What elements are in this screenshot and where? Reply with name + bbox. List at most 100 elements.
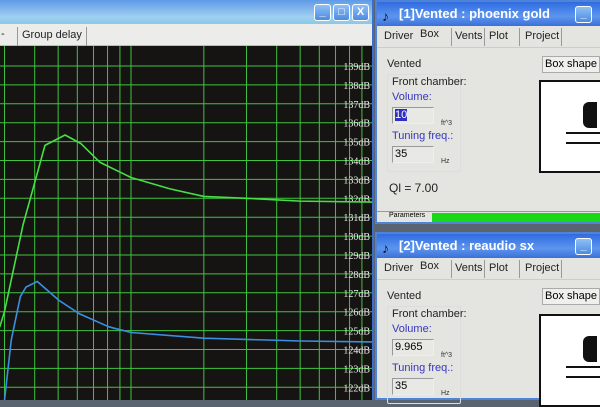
y-tick-label: 123dB: [343, 364, 370, 375]
series-1-point: [44, 145, 45, 146]
tab-vents[interactable]: Vents: [455, 30, 483, 42]
tab-driver[interactable]: Driver: [384, 262, 413, 274]
y-tick-label: 125dB: [343, 327, 370, 338]
series-1-point: [130, 177, 131, 178]
y-tick-label: 136dB: [343, 119, 370, 130]
speaker-app-icon: ♪: [382, 4, 389, 28]
tuning-input[interactable]: 35: [392, 146, 434, 163]
minimize-button[interactable]: _: [575, 238, 592, 255]
volume-label: Volume:: [392, 323, 432, 335]
series-1-point: [99, 162, 100, 163]
tab-plot[interactable]: Plot: [489, 30, 508, 42]
minimize-button[interactable]: _: [575, 6, 592, 23]
tab-project[interactable]: Project: [525, 262, 559, 274]
panel-title-bar[interactable]: ♪ [2]Vented : reaudio sx _: [377, 234, 600, 258]
chart-svg: 139dB 138dB 137dB 136dB 135dB 134dB 133dB 132dB…: [0, 46, 372, 400]
series-2-point: [11, 339, 12, 340]
y-tick-label: 127dB: [343, 289, 370, 300]
y-tick-label: 122dB: [343, 383, 370, 394]
front-chamber-label: Front chamber:: [392, 76, 467, 88]
y-tick-label: 124dB: [343, 346, 370, 357]
series-2-point: [37, 281, 38, 282]
tab-driver[interactable]: Driver: [384, 30, 413, 42]
y-tick-label: 126dB: [343, 308, 370, 319]
tab-box[interactable]: Box: [420, 260, 439, 272]
y-tick-label: 132dB: [343, 194, 370, 205]
series-1-point: [203, 196, 204, 197]
series-1-point: [169, 188, 170, 189]
tab-group-delay[interactable]: Group delay: [17, 27, 87, 46]
panel-title: [2]Vented : reaudio sx: [399, 238, 534, 253]
volume-label: Volume:: [392, 91, 432, 103]
y-tick-label: 134dB: [343, 157, 370, 168]
series-2-point: [58, 300, 59, 301]
panel-title-bar[interactable]: ♪[1]Vented : phoenix gold _: [377, 2, 600, 26]
tab-box[interactable]: Box: [420, 28, 439, 40]
y-tick-label: 139dB: [343, 62, 370, 73]
y-tick-label: 133dB: [343, 175, 370, 186]
y-tick-label: 128dB: [343, 270, 370, 281]
progress-bar: [432, 213, 600, 222]
series-1-point: [4, 311, 5, 312]
series-1-point: [246, 198, 247, 199]
y-tick-label: 137dB: [343, 100, 370, 111]
series-2-point: [130, 332, 131, 333]
volume-input[interactable]: 9.965: [392, 339, 434, 356]
tuning-label: Tuning freq.:: [392, 362, 453, 374]
status-bar: Parameters: [377, 211, 600, 222]
tab-project[interactable]: Project: [525, 30, 559, 42]
y-tick-label: 131dB: [343, 213, 370, 224]
speaker-app-icon: ♪: [382, 236, 389, 260]
y-tick-label: 129dB: [343, 251, 370, 262]
minimize-button[interactable]: _: [314, 4, 331, 21]
y-tick-label: 135dB: [343, 138, 370, 149]
series-2-point: [108, 326, 109, 327]
box-diagram: [539, 314, 600, 407]
series-1-point: [22, 224, 23, 225]
speaker-icon: [583, 102, 597, 128]
status-label: Parameters: [389, 212, 425, 219]
series-1-point: [80, 143, 81, 144]
ql-value: Ql = 7.00: [389, 181, 438, 195]
vent-line: [566, 142, 600, 144]
vent-line: [566, 132, 600, 134]
series-1-point: [64, 134, 65, 135]
spl-plot: 139dB 138dB 137dB 136dB 135dB 134dB 133dB 132dB…: [0, 46, 372, 400]
title-bar[interactable]: _ □ X: [0, 0, 372, 24]
volume-unit: ft^3: [441, 352, 452, 359]
vent-line: [566, 366, 600, 368]
tuning-unit: Hz: [441, 158, 450, 165]
close-button[interactable]: X: [352, 4, 369, 21]
vent-line: [566, 376, 600, 378]
y-tick-label: 138dB: [343, 81, 370, 92]
box-shape-button[interactable]: Box shape: [542, 288, 600, 305]
series-2-point: [78, 313, 79, 314]
plot-tabs: - Group delay: [0, 24, 372, 46]
volume-input[interactable]: 10: [392, 107, 434, 124]
box-type: Vented: [387, 290, 421, 302]
series-1-point: [29, 200, 30, 201]
series-2-point: [300, 340, 301, 341]
maximize-button[interactable]: □: [333, 4, 350, 21]
series-line-2: [4, 281, 372, 400]
series-2-point: [203, 338, 204, 339]
tab-partial[interactable]: -: [1, 28, 5, 40]
series-1-point: [300, 201, 301, 202]
box-diagram: [539, 80, 600, 173]
volume-unit: ft^3: [441, 120, 452, 127]
speaker-icon: [583, 336, 597, 362]
response-window: _ □ X - Group delay 139dB 138dB 137dB 136dB…: [0, 0, 374, 400]
tab-vents[interactable]: Vents: [455, 262, 483, 274]
box-panel-1: ♪[1]Vented : phoenix gold _ Driver Box V…: [375, 0, 600, 224]
tuning-input[interactable]: 35: [392, 378, 434, 395]
tuning-unit: Hz: [441, 390, 450, 397]
box-shape-button[interactable]: Box shape: [542, 56, 600, 73]
series-2-point: [20, 296, 21, 297]
box-panel-2: ♪ [2]Vented : reaudio sx _ Driver Box Ven…: [375, 232, 600, 400]
tab-plot[interactable]: Plot: [489, 262, 508, 274]
panel-tabs: Driver Box Vents Plot Project: [377, 258, 600, 280]
panel-tabs: Driver Box Vents Plot Project: [377, 26, 600, 48]
box-type: Vented: [387, 58, 421, 70]
front-chamber-label: Front chamber:: [392, 308, 467, 320]
y-tick-label: 130dB: [343, 232, 370, 243]
